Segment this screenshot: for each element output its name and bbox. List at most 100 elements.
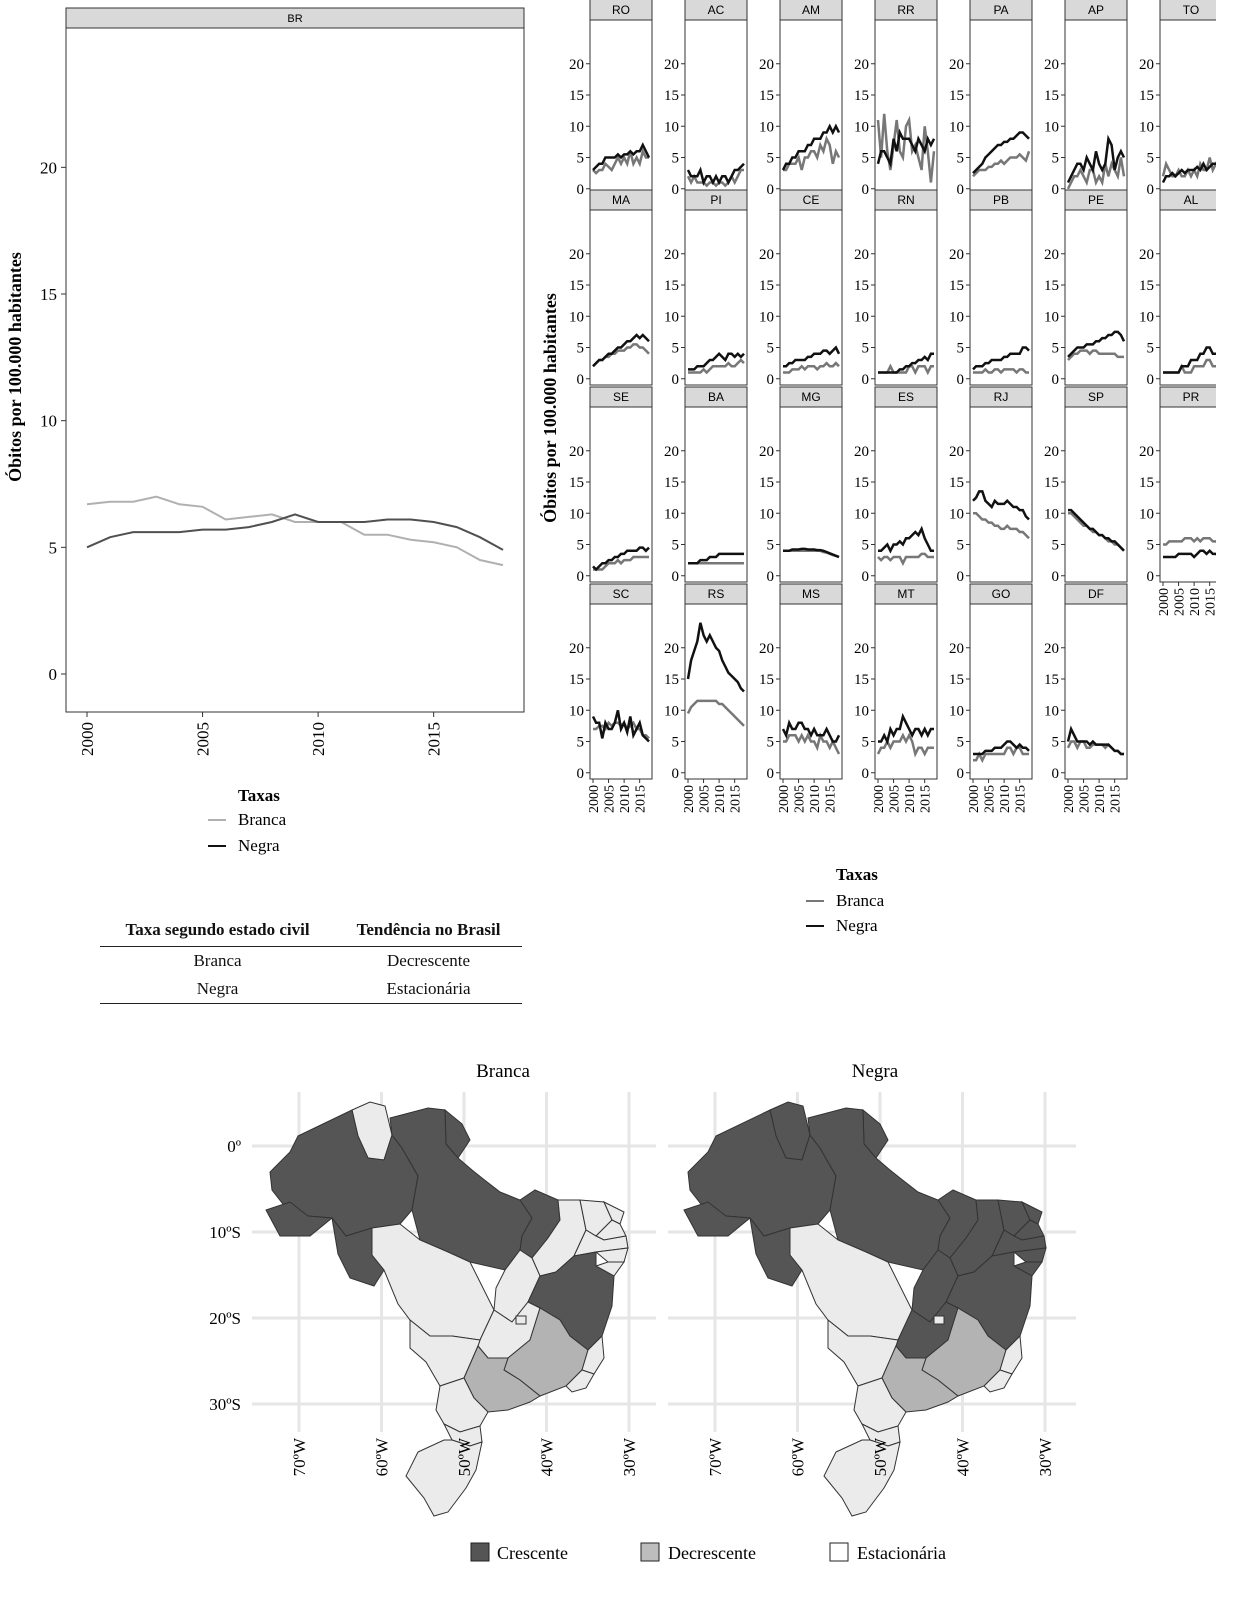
- trend-table: Taxa segundo estado civil Tendência no B…: [100, 918, 522, 1004]
- facet-panel-ma: MA 0 5 10 15 20: [569, 189, 653, 388]
- facet-strip-label: SC: [613, 587, 630, 601]
- facet-y-tick-label: 15: [1139, 475, 1154, 491]
- facet-x-tick-label: 2000: [682, 785, 697, 813]
- facet-series-line-negra: [878, 525, 934, 554]
- br-legend-label-branca: Branca: [238, 810, 287, 829]
- map-lat-label: 20ºS: [209, 1309, 241, 1328]
- facet-series-line-negra: [592, 546, 650, 572]
- facet-y-tick-label: 0: [862, 182, 870, 198]
- facet-y-tick-label: 20: [854, 641, 869, 657]
- map-state-rs: [823, 1439, 901, 1517]
- facet-y-tick-label: 0: [1052, 182, 1060, 198]
- facet-y-tick-label: 15: [854, 278, 869, 294]
- facet-frame: [684, 209, 748, 386]
- facet-y-tick-label: 10: [1044, 309, 1059, 325]
- facet-frame: [874, 209, 938, 386]
- facet-frame: [779, 209, 843, 386]
- map-lat-label: 30ºS: [209, 1395, 241, 1414]
- facet-y-tick-label: 0: [577, 182, 585, 198]
- facet-strip-label: RR: [897, 3, 915, 17]
- facet-y-tick-label: 20: [664, 247, 679, 263]
- facet-y-tick-label: 5: [957, 538, 965, 554]
- map-lon-label: 40ºW: [954, 1437, 973, 1476]
- trend-table-header-tendencia: Tendência no Brasil: [335, 918, 522, 947]
- facet-y-tick-label: 15: [664, 475, 679, 491]
- facet-y-tick-label: 5: [767, 341, 775, 357]
- facet-y-tick-label: 0: [1052, 766, 1060, 782]
- map-state-es: [999, 1334, 1023, 1375]
- facet-x-tick-label: 2015: [1204, 588, 1216, 616]
- legend-label-decrescente: Decrescente: [668, 1543, 756, 1563]
- facet-panel-sp: SP 0 5 10 15 20: [1044, 386, 1128, 585]
- facet-y-tick-label: 15: [949, 88, 964, 104]
- facet-panel-go: GO 0 5 10 15 20 2000 2005 2010 2015: [949, 583, 1033, 813]
- br-x-ticks: 2000 2005 2010 2015: [78, 712, 444, 756]
- facet-x-tick-label: 2000: [1157, 588, 1172, 616]
- facet-y-tick-label: 15: [854, 672, 869, 688]
- br-panel-frame: [65, 27, 525, 713]
- facet-y-tick-label: 10: [664, 506, 679, 522]
- facet-y-tick-label: 5: [767, 151, 775, 167]
- facet-y-tick-label: 0: [957, 766, 965, 782]
- facet-y-tick-label: 20: [854, 444, 869, 460]
- facet-y-tick-label: 10: [569, 119, 584, 135]
- facet-y-tick-label: 5: [767, 735, 775, 751]
- facet-y-tick-label: 20: [759, 247, 774, 263]
- facet-y-tick-label: 10: [759, 703, 774, 719]
- facet-y-tick-label: 20: [1044, 641, 1059, 657]
- facet-series-line-negra: [972, 490, 1030, 521]
- facet-strip-label: PR: [1183, 390, 1200, 404]
- facet-frame: [969, 406, 1033, 583]
- facet-series-line-negra: [1161, 161, 1216, 184]
- br-x-tick-label: 2010: [309, 722, 328, 756]
- facet-series-line-negra: [973, 740, 1030, 756]
- legend-swatch-estacionaria: [829, 1542, 849, 1562]
- facet-series-line-negra: [592, 142, 651, 171]
- facet-y-tick-label: 10: [1139, 119, 1154, 135]
- facet-panel-sc: SC 0 5 10 15 20 2000 2005 2010 2015: [569, 583, 653, 813]
- facet-y-tick-label: 20: [949, 247, 964, 263]
- facet-frame: [1159, 209, 1216, 386]
- facet-y-tick-label: 10: [949, 703, 964, 719]
- facet-y-tick-label: 15: [664, 672, 679, 688]
- facet-strip-label: AP: [1088, 3, 1104, 17]
- facet-y-tick-label: 20: [854, 247, 869, 263]
- facet-frame: [1064, 406, 1128, 583]
- facet-y-tick-label: 10: [1139, 309, 1154, 325]
- table-cell: Branca: [193, 951, 242, 970]
- facet-x-tick-label: 2000: [1062, 785, 1077, 813]
- facet-x-tick-label: 2010: [1188, 588, 1203, 616]
- facet-strip-label: RS: [708, 587, 725, 601]
- facet-series-line-negra: [688, 352, 745, 371]
- facet-series-line-negra: [783, 345, 841, 368]
- facet-strip-label: RO: [612, 3, 630, 17]
- facet-y-tick-label: 5: [1147, 151, 1155, 167]
- facet-y-tick-label: 10: [759, 119, 774, 135]
- facet-y-tick-label: 15: [759, 672, 774, 688]
- facet-series-line-branca: [973, 512, 1030, 540]
- facet-panel-rr: RR 0 5 10 15 20: [854, 0, 938, 198]
- legend-swatch-decrescente: [640, 1542, 660, 1562]
- br-y-tick-label: 10: [40, 412, 57, 431]
- facet-x-tick-label: 2005: [603, 785, 618, 813]
- facet-y-tick-label: 5: [1052, 538, 1060, 554]
- facet-x-tick-label: 2015: [1109, 785, 1124, 813]
- facet-series-line-negra: [686, 162, 745, 187]
- facet-frame: [779, 603, 843, 780]
- facet-x-tick-label: 2000: [872, 785, 887, 813]
- facet-strip-label: PE: [1088, 193, 1104, 207]
- legend-label-crescente: Crescente: [497, 1543, 568, 1563]
- facet-y-tick-label: 5: [672, 341, 680, 357]
- facet-y-tick-label: 0: [767, 766, 775, 782]
- facet-y-tick-label: 15: [759, 475, 774, 491]
- facet-y-tick-label: 0: [1052, 569, 1060, 585]
- facet-y-tick-label: 10: [1044, 703, 1059, 719]
- facet-y-tick-label: 15: [759, 278, 774, 294]
- facet-y-tick-label: 10: [949, 309, 964, 325]
- facet-frame: [589, 603, 653, 780]
- facet-y-tick-label: 5: [862, 735, 870, 751]
- facet-series-line-branca: [972, 150, 1031, 178]
- facet-y-tick-label: 0: [767, 372, 775, 388]
- facet-y-tick-label: 0: [1052, 372, 1060, 388]
- facet-y-tick-label: 20: [664, 444, 679, 460]
